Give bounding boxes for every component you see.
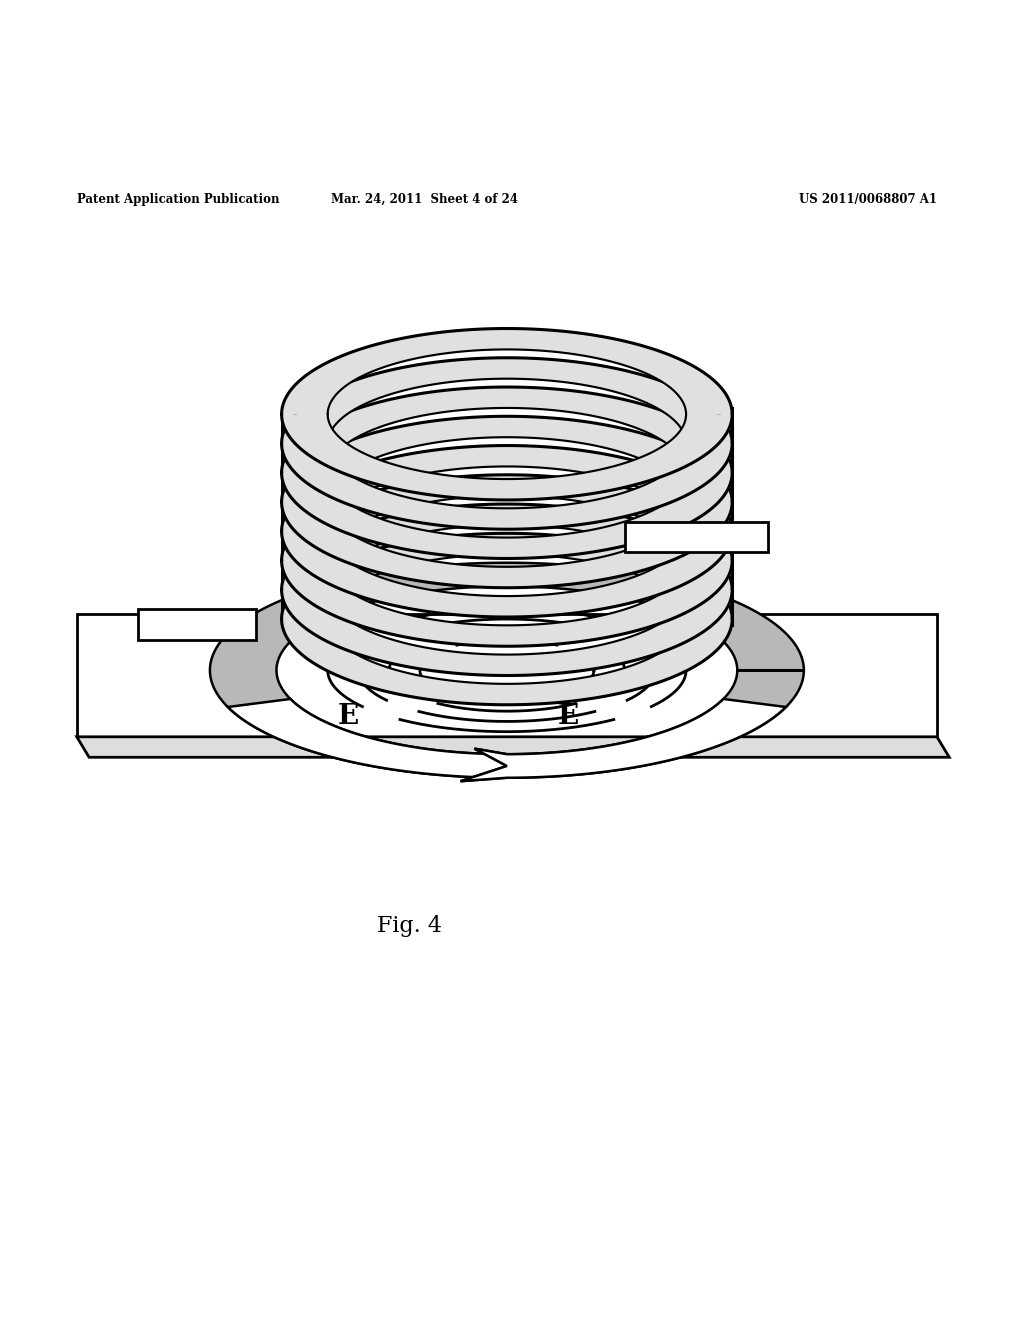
Text: US 2011/0068807 A1: US 2011/0068807 A1 <box>799 193 937 206</box>
Polygon shape <box>282 446 732 531</box>
Polygon shape <box>282 504 732 590</box>
Bar <box>625 521 768 553</box>
Polygon shape <box>282 358 732 444</box>
Polygon shape <box>282 416 732 502</box>
Polygon shape <box>282 475 732 561</box>
Text: Mar. 24, 2011  Sheet 4 of 24: Mar. 24, 2011 Sheet 4 of 24 <box>332 193 518 206</box>
Polygon shape <box>282 387 732 473</box>
Polygon shape <box>282 590 732 676</box>
Polygon shape <box>282 561 732 647</box>
Polygon shape <box>282 531 732 616</box>
Polygon shape <box>77 614 937 737</box>
Polygon shape <box>282 444 732 529</box>
Text: E: E <box>558 702 579 730</box>
Text: E: E <box>338 702 358 730</box>
Polygon shape <box>282 533 732 619</box>
Polygon shape <box>77 737 949 758</box>
Polygon shape <box>282 414 732 500</box>
Polygon shape <box>227 700 507 781</box>
Polygon shape <box>282 502 732 587</box>
Text: Patent Application Publication: Patent Application Publication <box>77 193 280 206</box>
Polygon shape <box>282 473 732 558</box>
Polygon shape <box>210 562 804 777</box>
Polygon shape <box>461 700 786 781</box>
Polygon shape <box>282 329 732 414</box>
Polygon shape <box>282 619 732 705</box>
Bar <box>138 609 256 639</box>
Text: Fig. 4: Fig. 4 <box>377 915 442 937</box>
